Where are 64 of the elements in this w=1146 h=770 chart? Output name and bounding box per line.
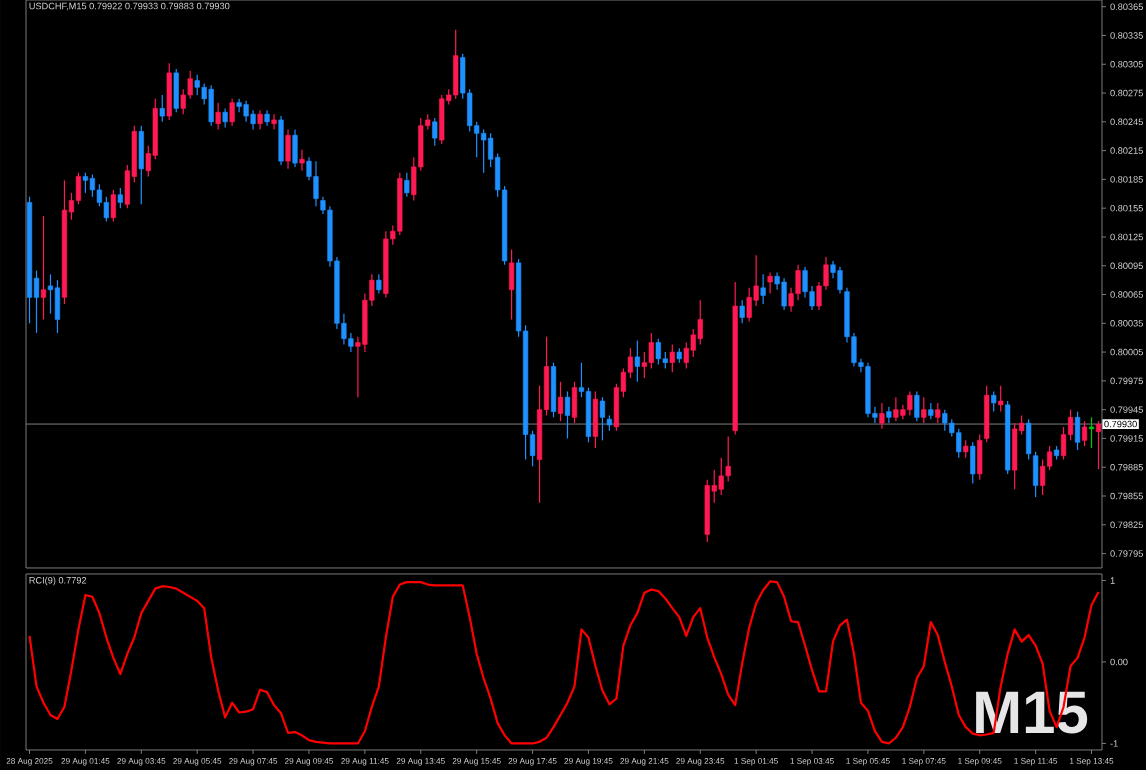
candlestick <box>271 113 277 131</box>
candlestick <box>879 402 885 430</box>
candlestick <box>40 215 47 321</box>
candlestick <box>208 84 214 127</box>
candlestick <box>257 109 263 131</box>
candlestick <box>634 339 640 383</box>
candlestick <box>571 381 578 424</box>
candlestick <box>453 29 459 100</box>
candlestick <box>886 406 892 424</box>
candlestick <box>250 109 256 131</box>
candlestick <box>159 94 165 123</box>
candlestick <box>1074 410 1081 451</box>
candlestick <box>173 68 179 113</box>
candlestick <box>439 94 445 145</box>
candlestick <box>767 271 773 295</box>
candlestick <box>82 172 89 194</box>
candlestick <box>550 362 557 418</box>
candlestick <box>54 279 61 334</box>
candlestick <box>942 409 948 432</box>
candlestick <box>935 402 941 424</box>
candlestick <box>907 390 913 417</box>
candlestick <box>564 390 571 440</box>
candlestick <box>313 160 319 207</box>
candlestick <box>760 273 766 305</box>
candlestick <box>599 396 606 441</box>
candlestick <box>669 343 675 373</box>
candlestick <box>718 457 724 496</box>
candlestick <box>299 149 305 172</box>
candlestick <box>285 128 291 170</box>
candlestick <box>998 385 1004 413</box>
candlestick <box>865 362 871 418</box>
candlestick <box>592 390 599 449</box>
candlestick <box>956 428 962 459</box>
candlestick <box>194 74 200 96</box>
candlestick <box>970 441 976 485</box>
candlestick <box>893 396 899 422</box>
candlestick <box>166 62 172 121</box>
candlestick <box>47 273 54 315</box>
candlestick <box>1088 416 1095 449</box>
candlestick <box>404 172 410 198</box>
candlestick <box>229 98 235 127</box>
candlestick <box>557 381 564 422</box>
candlestick <box>921 396 927 424</box>
candlestick <box>508 248 515 321</box>
candlestick <box>117 187 123 209</box>
candlestick <box>138 125 144 205</box>
candlestick <box>481 128 487 174</box>
candlestick <box>655 338 661 366</box>
candlestick <box>432 117 438 147</box>
candlestick <box>781 277 787 311</box>
candlestick <box>914 390 920 422</box>
candlestick <box>243 100 249 123</box>
candlestick <box>683 341 689 369</box>
candlestick <box>739 299 745 324</box>
candlestick <box>110 189 116 223</box>
candlestick <box>1081 420 1088 447</box>
candlestick <box>215 102 221 131</box>
candlestick <box>991 390 997 413</box>
candlestick <box>222 107 228 129</box>
candlestick <box>292 128 298 168</box>
candlestick <box>89 173 95 198</box>
candlestick <box>1012 422 1018 490</box>
candlestick <box>376 273 382 295</box>
candlestick <box>278 115 284 166</box>
